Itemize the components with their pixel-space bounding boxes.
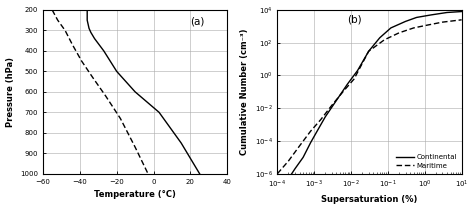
Continental <box>388 27 394 29</box>
Maritime <box>439 21 445 23</box>
Text: (b): (b) <box>347 15 362 25</box>
Continental <box>308 141 313 144</box>
Maritime <box>318 118 324 121</box>
Y-axis label: Pressure (hPa): Pressure (hPa) <box>6 57 15 127</box>
Maritime <box>459 18 465 21</box>
Line: Continental: Continental <box>277 12 462 190</box>
Maritime <box>382 39 387 41</box>
Maritime <box>366 50 372 52</box>
Maritime <box>340 91 346 93</box>
Continental <box>444 11 450 14</box>
Legend: Continental, Maritime: Continental, Maritime <box>395 153 458 170</box>
Continental <box>292 168 298 170</box>
Continental <box>322 116 328 118</box>
Maritime <box>329 104 335 107</box>
Continental <box>403 20 409 23</box>
X-axis label: Temperature (°C): Temperature (°C) <box>94 190 176 199</box>
Continental <box>414 16 419 19</box>
Continental <box>345 83 350 85</box>
Maritime <box>286 160 292 162</box>
Y-axis label: Cumulative Number (cm⁻³): Cumulative Number (cm⁻³) <box>240 29 249 155</box>
Continental <box>301 156 306 159</box>
Continental <box>428 14 434 16</box>
Maritime <box>351 78 357 80</box>
Continental <box>286 177 292 180</box>
Maritime <box>425 24 430 26</box>
Maritime <box>396 32 402 34</box>
Continental <box>459 10 465 13</box>
Line: Maritime: Maritime <box>277 20 462 174</box>
Maritime <box>274 172 280 175</box>
X-axis label: Supersaturation (%): Supersaturation (%) <box>321 196 418 205</box>
Maritime <box>297 145 302 147</box>
Maritime <box>308 130 313 132</box>
Maritime <box>411 27 417 29</box>
Text: (a): (a) <box>191 17 205 26</box>
Continental <box>366 50 372 52</box>
Continental <box>377 37 383 39</box>
Continental <box>334 99 339 102</box>
Continental <box>274 189 280 191</box>
Continental <box>314 130 320 132</box>
Continental <box>355 69 360 72</box>
